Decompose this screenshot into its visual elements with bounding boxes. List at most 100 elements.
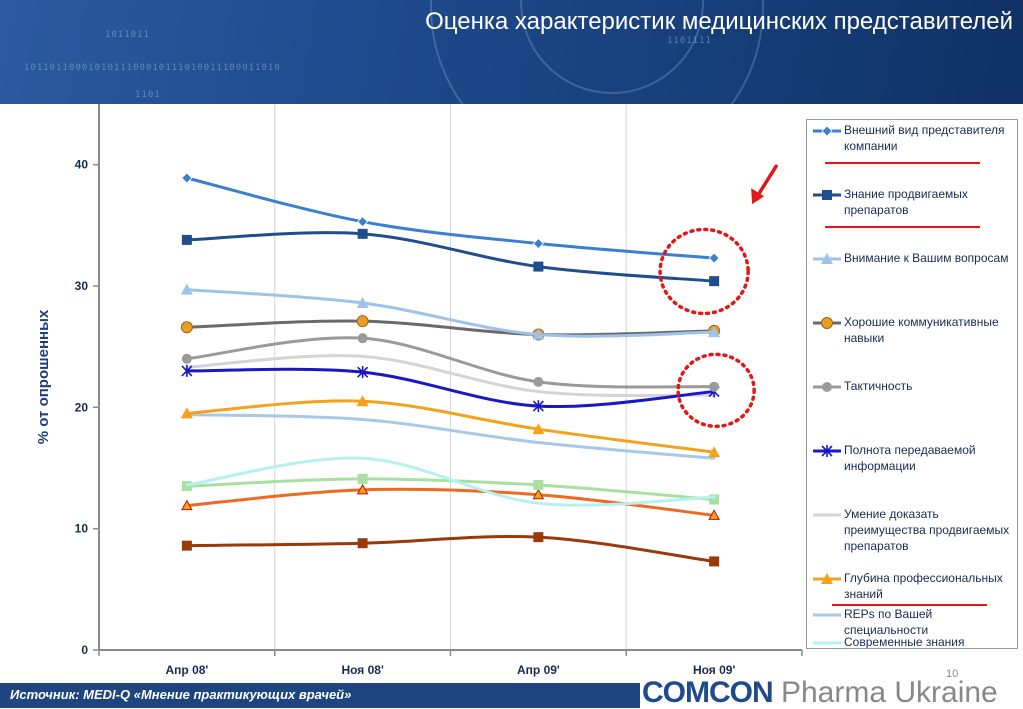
data-point bbox=[708, 446, 721, 458]
legend-label: Хорошие коммуникативные навыки bbox=[844, 315, 999, 345]
data-point bbox=[356, 296, 369, 308]
legend-label: Внешний вид представителя компании bbox=[844, 123, 1005, 153]
legend-marker bbox=[821, 317, 833, 329]
legend-label: REPs по Вашей специальности bbox=[844, 607, 933, 637]
source-bar: Источник: MEDI-Q «Мнение практикующих вр… bbox=[0, 683, 640, 708]
series-line bbox=[185, 487, 716, 517]
data-point bbox=[357, 228, 368, 239]
legend-swatch bbox=[813, 513, 841, 517]
legend-label: Тактичность bbox=[844, 379, 913, 393]
highlight-arrowhead bbox=[751, 188, 765, 205]
source-text: Источник: MEDI-Q «Мнение практикующих вр… bbox=[10, 687, 352, 702]
legend-label: Глубина профессиональных знаний bbox=[844, 571, 1003, 601]
page-number: 10 bbox=[946, 668, 959, 680]
series-line bbox=[185, 288, 716, 338]
legend-label: Знание продвигаемых препаратов bbox=[844, 187, 968, 217]
series-1 bbox=[181, 228, 720, 287]
legend-swatch bbox=[813, 641, 841, 645]
series-line bbox=[185, 367, 716, 409]
data-point bbox=[180, 283, 193, 295]
decorative-binary: 1011011000101011100010111010011100011010 bbox=[24, 63, 281, 73]
data-point bbox=[532, 328, 545, 340]
series-line bbox=[185, 534, 716, 563]
series-line bbox=[185, 354, 716, 398]
highlight-circle bbox=[676, 352, 756, 429]
series-11 bbox=[181, 483, 720, 520]
legend-label: Внимание к Вашим вопросам bbox=[844, 251, 1009, 265]
data-point bbox=[181, 499, 193, 511]
series-line bbox=[185, 456, 716, 507]
legend-swatch bbox=[813, 317, 841, 329]
data-point bbox=[357, 366, 369, 379]
series-12 bbox=[181, 532, 720, 567]
series-0 bbox=[181, 172, 720, 264]
series-line bbox=[185, 319, 716, 337]
legend-highlight-underline bbox=[832, 604, 987, 606]
data-point bbox=[357, 216, 369, 228]
data-point bbox=[533, 376, 544, 387]
legend-label: Умение доказать преимущества продвигаемы… bbox=[844, 507, 1010, 553]
decorative-binary: 1011011 bbox=[105, 30, 150, 40]
legend-swatch bbox=[813, 573, 841, 584]
legend-swatch bbox=[813, 190, 841, 200]
series-line bbox=[185, 399, 716, 454]
y-tick-label: 40 bbox=[75, 158, 89, 172]
data-point bbox=[357, 333, 368, 344]
line-chart: 0 10 20 30 40 Апр 08' Ноя 08' Апр 09' Ноя 09' % о… bbox=[35, 104, 803, 677]
header-banner: 1011011 10110110001010111000101110100111… bbox=[0, 0, 1023, 104]
logo-pharma-ukraine: Pharma Ukraine bbox=[772, 676, 998, 709]
legend-highlight-underline bbox=[825, 226, 980, 228]
legend-swatch bbox=[813, 382, 841, 392]
data-point bbox=[357, 538, 368, 549]
data-point bbox=[532, 237, 544, 250]
data-point bbox=[181, 172, 193, 184]
data-point bbox=[708, 252, 720, 264]
series-line bbox=[185, 413, 716, 460]
series-line bbox=[185, 336, 716, 389]
y-tick-label: 30 bbox=[75, 279, 89, 293]
legend-swatch bbox=[813, 445, 841, 457]
data-point bbox=[356, 315, 369, 328]
y-tick-label: 20 bbox=[75, 400, 89, 414]
legend-marker bbox=[821, 573, 833, 584]
data-point bbox=[181, 540, 192, 551]
data-point bbox=[357, 473, 368, 484]
data-point bbox=[180, 321, 193, 334]
data-point bbox=[709, 494, 720, 505]
legend-swatch bbox=[813, 125, 841, 137]
data-point bbox=[708, 326, 721, 338]
data-point bbox=[709, 276, 720, 287]
highlight-circle bbox=[658, 227, 750, 316]
series-7 bbox=[180, 395, 721, 458]
logo-comcon: COMCON bbox=[642, 676, 774, 709]
chart-legend: Внешний вид представителя компании Знание… bbox=[806, 119, 1018, 649]
data-point bbox=[181, 364, 193, 377]
x-tick-label: Ноя 09' bbox=[693, 663, 736, 677]
data-point bbox=[532, 488, 545, 500]
data-point bbox=[532, 400, 544, 413]
legend-highlight-underline bbox=[825, 162, 980, 164]
legend-marker bbox=[822, 190, 832, 200]
data-point bbox=[181, 234, 192, 245]
data-point bbox=[709, 381, 720, 392]
legend-swatch bbox=[813, 613, 841, 617]
legend-label: Современные знания bbox=[844, 635, 965, 649]
y-tick-label: 0 bbox=[81, 643, 88, 657]
y-tick-label: 10 bbox=[75, 522, 89, 536]
series-line bbox=[185, 176, 716, 260]
decorative-binary: 1101 bbox=[135, 90, 161, 100]
data-point bbox=[532, 423, 545, 435]
page-title: Оценка характеристик медицинских предста… bbox=[425, 8, 1013, 35]
series-6 bbox=[185, 354, 716, 398]
legend-swatch bbox=[813, 253, 841, 264]
data-point bbox=[709, 556, 720, 567]
data-point bbox=[180, 407, 193, 419]
data-point bbox=[533, 479, 544, 490]
data-point bbox=[181, 353, 192, 364]
legend-marker bbox=[821, 125, 833, 137]
data-point bbox=[533, 532, 544, 543]
series-2 bbox=[180, 283, 721, 340]
data-point bbox=[356, 483, 369, 495]
series-9 bbox=[185, 456, 716, 507]
y-axis-label: % от опрошенных bbox=[35, 309, 52, 444]
